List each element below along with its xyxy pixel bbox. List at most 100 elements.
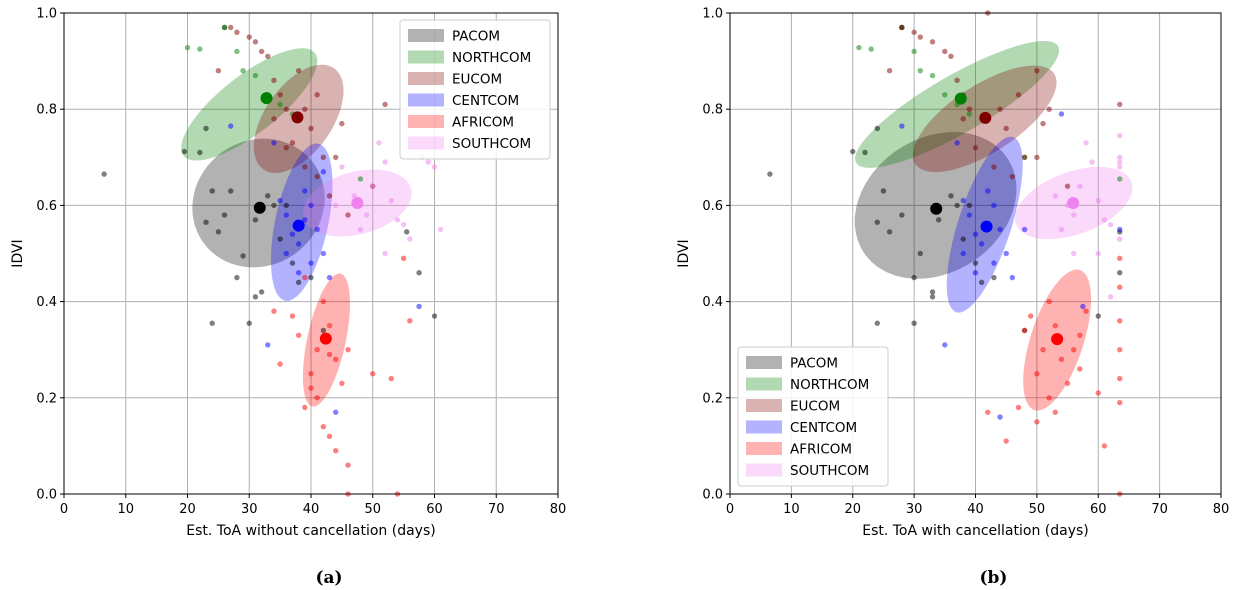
point-africom (271, 309, 276, 314)
point-eucom (308, 126, 313, 131)
point-eucom (1016, 92, 1021, 97)
point-pacom (979, 280, 984, 285)
point-pacom (203, 126, 208, 131)
legend: PACOMNORTHCOMEUCOMCENTCOMAFRICOMSOUTHCOM (738, 347, 888, 486)
point-africom (1117, 376, 1122, 381)
centroid-eucom (979, 112, 991, 124)
point-eucom (1040, 121, 1045, 126)
legend-label-africom: AFRICOM (790, 442, 852, 458)
point-pacom (954, 203, 959, 208)
legend-label-northcom: NORTHCOM (452, 50, 531, 66)
point-pacom (881, 188, 886, 193)
point-africom (314, 347, 319, 352)
point-southcom (1089, 159, 1094, 164)
point-southcom (438, 227, 443, 232)
point-pacom (271, 203, 276, 208)
y-tick-label: 0.6 (702, 199, 723, 214)
point-africom (1053, 323, 1058, 328)
point-africom (327, 352, 332, 357)
point-africom (401, 256, 406, 261)
point-southcom (1053, 193, 1058, 198)
legend-label-africom: AFRICOM (452, 115, 514, 131)
point-pacom (247, 321, 252, 326)
x-tick-label: 70 (1151, 502, 1168, 517)
point-eucom (314, 174, 319, 179)
point-northcom (253, 73, 258, 78)
point-pacom (899, 212, 904, 217)
legend-label-pacom: PACOM (452, 29, 500, 45)
point-eucom (1010, 174, 1015, 179)
point-southcom (364, 212, 369, 217)
legend-swatch-pacom (746, 356, 782, 369)
point-pacom (911, 321, 916, 326)
point-centcom (290, 232, 295, 237)
legend-label-southcom: SOUTHCOM (790, 463, 869, 479)
point-eucom (234, 30, 239, 35)
point-centcom (967, 212, 972, 217)
point-pacom (973, 260, 978, 265)
y-tick-labels: 0.0 0.2 0.4 0.6 0.8 1.0 (36, 7, 64, 503)
point-pacom (284, 203, 289, 208)
point-pacom (296, 280, 301, 285)
point-southcom (1096, 198, 1101, 203)
point-centcom (1080, 304, 1085, 309)
point-eucom (259, 49, 264, 54)
point-africom (1053, 410, 1058, 415)
point-pacom (875, 220, 880, 225)
point-eucom (930, 39, 935, 44)
point-centcom (973, 232, 978, 237)
point-northcom (967, 111, 972, 116)
point-southcom (432, 164, 437, 169)
centroid-eucom (291, 111, 303, 123)
x-tick-label: 70 (488, 502, 505, 517)
point-pacom (767, 171, 772, 176)
legend-swatch-centcom (746, 421, 782, 434)
point-southcom (1117, 236, 1122, 241)
point-northcom (856, 45, 861, 50)
y-tick-label: 0.4 (36, 295, 57, 310)
point-northcom (942, 92, 947, 97)
point-eucom (899, 25, 904, 30)
point-africom (407, 318, 412, 323)
point-pacom (203, 220, 208, 225)
point-pacom (253, 294, 258, 299)
point-africom (302, 275, 307, 280)
point-eucom (382, 102, 387, 107)
point-centcom (997, 414, 1002, 419)
x-axis-label: Est. ToA without cancellation (days) (186, 523, 435, 539)
point-northcom (277, 102, 282, 107)
point-africom (277, 361, 282, 366)
legend-label-northcom: NORTHCOM (790, 377, 869, 393)
point-eucom (967, 107, 972, 112)
x-tick-label: 30 (241, 502, 258, 517)
x-tick-label: 50 (1029, 502, 1046, 517)
point-southcom (1071, 251, 1076, 256)
y-tick-label: 0.0 (36, 488, 57, 503)
point-africom (321, 424, 326, 429)
point-southcom (382, 251, 387, 256)
point-africom (314, 395, 319, 400)
point-centcom (333, 410, 338, 415)
point-northcom (358, 176, 363, 181)
point-eucom (911, 30, 916, 35)
point-eucom (314, 92, 319, 97)
point-centcom (284, 251, 289, 256)
point-southcom (1117, 133, 1122, 138)
y-tick-label: 0.2 (36, 391, 57, 406)
point-africom (985, 410, 990, 415)
point-africom (327, 323, 332, 328)
point-southcom (1117, 164, 1122, 169)
point-pacom (210, 188, 215, 193)
point-pacom (930, 294, 935, 299)
point-pacom (222, 212, 227, 217)
point-centcom (296, 241, 301, 246)
point-eucom (1034, 68, 1039, 73)
point-africom (370, 371, 375, 376)
point-northcom (918, 68, 923, 73)
point-southcom (401, 222, 406, 227)
point-pacom (930, 289, 935, 294)
point-northcom (1117, 176, 1122, 181)
point-centcom (416, 304, 421, 309)
point-centcom (899, 123, 904, 128)
point-africom (1046, 395, 1051, 400)
